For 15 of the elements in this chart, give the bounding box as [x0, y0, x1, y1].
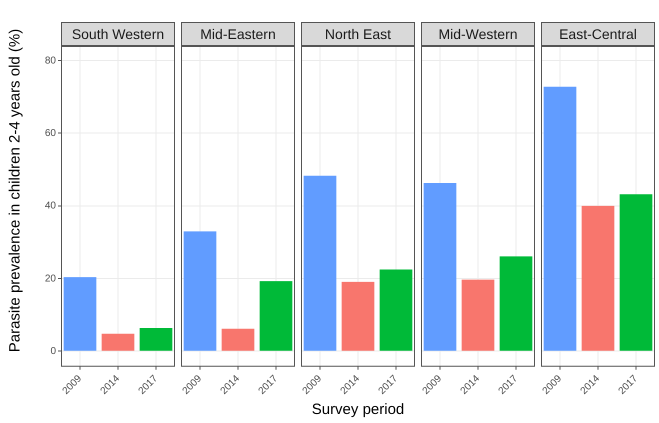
y-tick-label: 80	[44, 55, 56, 66]
bar	[64, 277, 96, 351]
y-tick-label: 60	[44, 128, 56, 139]
y-axis-title: Parasite prevalence in children 2-4 years old (%)	[6, 28, 24, 352]
chart-title: South Western	[61, 22, 175, 46]
y-tick-label: 20	[44, 273, 56, 284]
x-axis-title: Survey period	[312, 401, 404, 418]
bar	[140, 328, 172, 351]
chart-title: Mid-Western	[421, 22, 535, 46]
bar	[102, 334, 134, 351]
chart-title: North East	[301, 22, 415, 46]
y-tick-label: 40	[44, 200, 56, 212]
chart-title: Mid-Eastern	[181, 22, 295, 46]
chart-title: East-Central	[541, 22, 655, 46]
y-tick-label: 0	[50, 346, 56, 357]
